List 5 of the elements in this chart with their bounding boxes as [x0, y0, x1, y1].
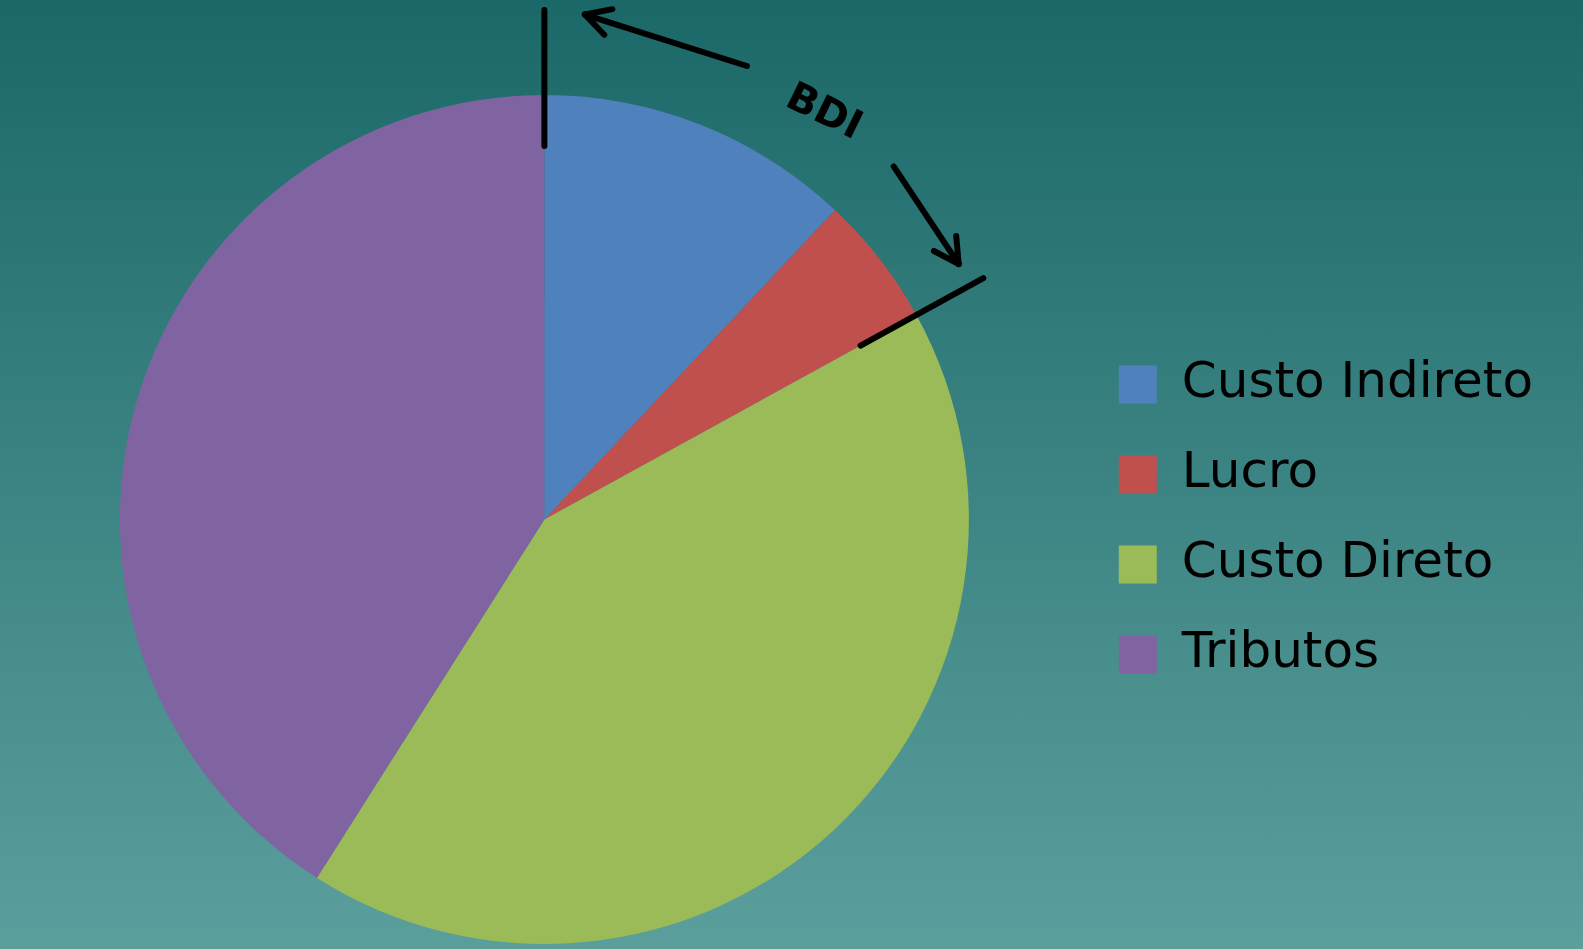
- text: BDI: [779, 71, 871, 148]
- legend-label: Custo Direto: [1181, 531, 1494, 590]
- legend-label: Custo Indireto: [1181, 351, 1534, 410]
- legend-label: Lucro: [1181, 441, 1318, 500]
- legend-label: Tributos: [1180, 621, 1380, 680]
